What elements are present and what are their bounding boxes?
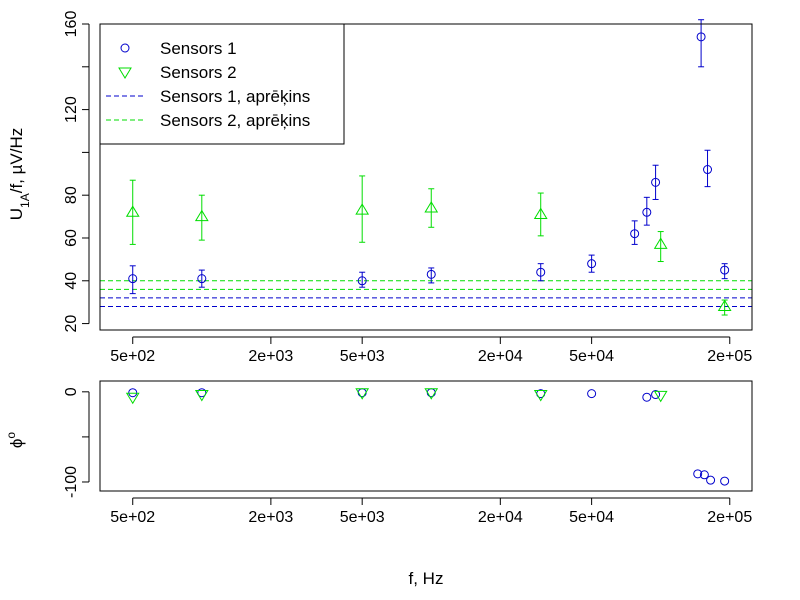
amplitude-panel: 5e+02 2e+03 5e+03 2e+04 5e+04 2e+05 20 40 60 80 1… — [7, 11, 753, 365]
x-tick-label: 2e+04 — [478, 509, 523, 526]
x-tick-label: 2e+05 — [707, 509, 752, 526]
amplitude-y-axis: 20 40 60 80 120 160 — [63, 11, 90, 333]
data-point — [426, 388, 436, 398]
data-point — [194, 209, 209, 222]
data-point — [651, 177, 661, 187]
data-point — [357, 276, 367, 286]
data-point — [125, 205, 140, 217]
x-tick-label: 5e+03 — [340, 348, 385, 365]
phase-x-axis: 5e+02 2e+03 5e+03 2e+04 5e+04 2e+05 — [110, 497, 752, 526]
data-point — [703, 165, 713, 175]
y-tick-label: 60 — [63, 229, 80, 247]
data-point — [426, 269, 436, 279]
x-tick-label: 5e+02 — [110, 348, 155, 365]
amplitude-plot-box — [99, 23, 753, 331]
y-tick-label: 20 — [63, 315, 80, 333]
data-point — [642, 392, 652, 402]
data-point — [696, 32, 706, 42]
data-point — [630, 229, 640, 239]
data-point — [355, 203, 370, 215]
legend-box — [99, 23, 345, 145]
data-point — [533, 390, 548, 402]
legend-label: Sensors 2, aprēķins — [160, 111, 310, 130]
calculated-lines — [100, 280, 752, 307]
x-tick-label: 2e+03 — [248, 348, 293, 365]
y-tick-label: 80 — [63, 186, 80, 204]
data-point — [128, 274, 138, 284]
y-tick-label: 0 — [63, 387, 80, 396]
data-point — [653, 237, 668, 249]
data-point — [194, 390, 209, 402]
phase-plot-box — [99, 380, 753, 492]
y-tick-label: 160 — [63, 11, 80, 38]
x-tick-label: 5e+03 — [340, 509, 385, 526]
x-tick-label: 2e+05 — [707, 348, 752, 365]
phase-data-marks — [125, 388, 730, 486]
data-point — [651, 390, 661, 400]
data-point — [693, 469, 703, 479]
data-point — [720, 265, 730, 275]
data-point — [424, 201, 439, 213]
data-point — [587, 259, 597, 269]
x-tick-label: 2e+03 — [248, 509, 293, 526]
legend-label: Sensors 1, aprēķins — [160, 87, 310, 106]
legend: Sensors 1 Sensors 2 Sensors 1, aprēķins Sen… — [99, 23, 345, 145]
amplitude-y-axis-title: U1A/f, µV/Hz — [7, 128, 32, 221]
y-tick-label: 120 — [63, 96, 80, 123]
x-axis-title: f, Hz — [409, 569, 444, 588]
x-tick-label: 2e+04 — [478, 348, 523, 365]
data-point — [533, 207, 548, 219]
legend-marker — [118, 67, 132, 79]
data-point — [587, 389, 597, 399]
data-point — [717, 299, 732, 311]
data-point — [653, 390, 668, 403]
data-point — [536, 267, 546, 277]
legend-label: Sensors 2 — [160, 63, 237, 82]
data-point — [355, 388, 370, 400]
legend-label: Sensors 1 — [160, 39, 237, 58]
x-tick-label: 5e+04 — [569, 348, 614, 365]
phase-y-axis: -100 0 — [63, 387, 90, 498]
data-point — [197, 388, 207, 398]
data-point — [197, 274, 207, 284]
data-point — [706, 475, 716, 485]
phase-y-axis-title: ϕo — [4, 432, 26, 449]
amplitude-x-axis: 5e+02 2e+03 5e+03 2e+04 5e+04 2e+05 — [110, 336, 752, 365]
x-tick-label: 5e+04 — [569, 509, 614, 526]
y-tick-label: -100 — [63, 466, 80, 498]
data-point — [128, 388, 138, 398]
y-tick-label: 40 — [63, 272, 80, 290]
data-point — [424, 388, 439, 400]
data-point — [699, 470, 709, 480]
data-point — [125, 392, 140, 405]
legend-marker — [120, 43, 130, 53]
data-point — [720, 476, 730, 486]
data-point — [357, 388, 367, 398]
x-tick-label: 5e+02 — [110, 509, 155, 526]
data-point — [642, 207, 652, 217]
amplitude-data-marks — [125, 19, 732, 316]
